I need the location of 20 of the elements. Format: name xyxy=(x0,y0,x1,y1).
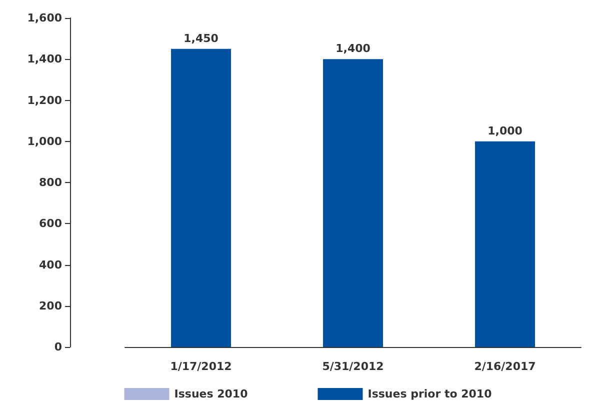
y-tick-label: 800 xyxy=(39,176,62,189)
x-tick-label: 1/17/2012 xyxy=(170,360,232,373)
legend-label: Issues prior to 2010 xyxy=(368,388,492,400)
y-tick-label: 600 xyxy=(39,217,62,230)
y-tick-label: 1,400 xyxy=(27,52,62,66)
data-label: 1,000 xyxy=(488,124,523,138)
data-label: 1,400 xyxy=(336,42,371,56)
bar xyxy=(475,141,535,347)
bar xyxy=(323,59,383,347)
bar xyxy=(171,48,231,347)
y-tick-label: 1,000 xyxy=(27,134,62,148)
y-tick-label: 200 xyxy=(39,299,62,312)
y-tick-label: 0 xyxy=(54,340,62,354)
x-tick-label: 2/16/2017 xyxy=(474,360,536,373)
legend-label: Issues 2010 xyxy=(174,388,248,400)
data-label: 1,450 xyxy=(184,32,219,45)
y-tick-label: 400 xyxy=(39,258,62,272)
y-tick-label: 1,200 xyxy=(27,94,62,107)
y-tick-label: 1,600 xyxy=(27,12,62,24)
x-tick-label: 5/31/2012 xyxy=(322,360,384,373)
